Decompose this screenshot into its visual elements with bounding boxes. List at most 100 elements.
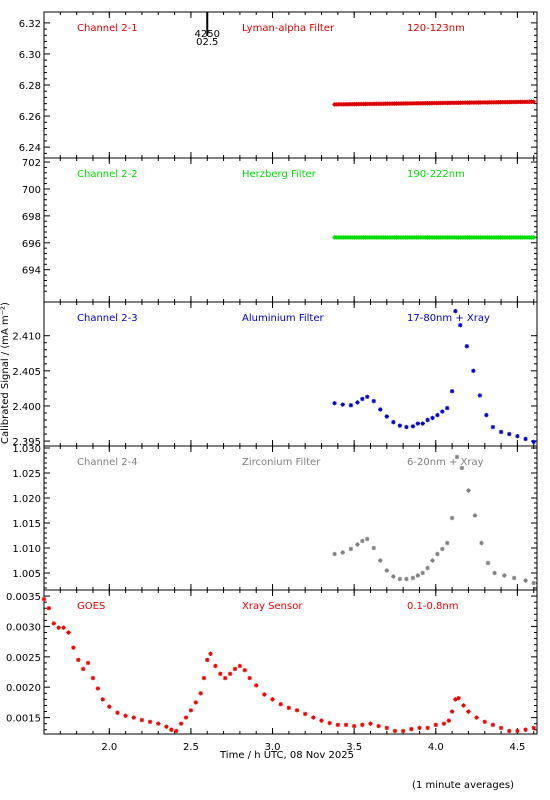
panel-label: Lyman-alpha Filter [242,23,335,34]
data-point [345,102,351,107]
data-point [254,683,259,688]
data-point [80,666,86,672]
data-point [434,235,439,240]
data-point [188,708,194,713]
data-point [350,101,355,107]
data-point [423,101,428,106]
data-point [507,99,512,105]
data-point [420,570,425,576]
data-point [361,235,366,240]
data-point [354,235,359,240]
data-point [378,558,383,563]
data-point [482,100,488,105]
data-point [425,725,430,731]
data-point [443,235,448,240]
data-point [516,99,521,105]
data-point [515,433,520,439]
data-point [504,235,510,240]
data-point [500,235,505,240]
y-tick-label: 0.0030 [6,622,41,633]
data-point [355,400,360,405]
data-point [523,578,528,583]
data-point [498,235,503,240]
x-tick-label: 3.5 [346,742,362,753]
data-point [531,580,536,586]
data-point [341,235,346,240]
data-point [415,573,421,578]
data-point [409,101,415,106]
data-point [356,235,362,240]
y-tick-label: 2.395 [12,437,41,448]
data-point [356,101,362,107]
data-point [360,538,365,544]
panel-label: 120-123nm [407,23,465,34]
data-point [511,99,517,105]
data-point [374,101,379,107]
data-point [409,235,415,240]
data-point [460,235,466,240]
data-point [339,235,344,240]
data-point [465,100,470,105]
data-point [518,235,523,240]
data-point [407,235,413,240]
data-point [420,421,425,426]
data-point [456,695,461,701]
data-point [332,400,337,406]
data-point [341,102,346,107]
data-point [482,235,488,240]
y-tick-label: 2.405 [12,367,41,378]
data-point [524,235,530,240]
y-tick-label: 698 [22,212,41,223]
data-point [247,675,252,681]
data-point [420,101,426,106]
data-point [480,100,486,105]
data-point [107,704,112,709]
data-point [294,708,300,713]
data-point [458,235,463,240]
data-point [385,101,390,106]
data-point [389,101,395,106]
data-point [378,101,384,106]
data-point [358,101,364,107]
y-tick-label: 6.26 [19,112,41,123]
data-point [430,415,435,421]
data-point [418,235,424,240]
data-point [467,235,472,240]
data-point [454,235,459,240]
data-point [496,100,501,105]
data-point [115,710,120,715]
data-point [445,405,450,411]
data-point [332,235,337,240]
data-point [368,721,373,726]
data-point [454,100,459,106]
data-point [412,101,417,106]
data-point [85,660,91,666]
data-point [435,412,440,418]
data-point [412,235,417,240]
data-point [474,100,479,105]
data-point [61,625,66,630]
panel-label: Herzberg Filter [242,169,317,180]
panel-label: 6-20nm + Xray [407,457,484,468]
y-tick-label: 0.0025 [6,653,41,664]
data-point [436,100,441,106]
data-point [482,719,487,725]
data-point [360,722,365,728]
data-point [384,725,390,731]
data-point [527,235,532,240]
data-point [438,235,443,240]
data-point [340,550,345,555]
y-tick-label: 1.020 [12,494,41,505]
data-point [478,235,483,240]
data-point [435,551,440,557]
data-point [339,102,344,107]
data-point [352,235,357,240]
data-point [343,102,348,107]
panel-label: Channel 2-4 [77,457,138,468]
data-point [90,675,96,681]
data-point [348,403,354,408]
panel-label: Channel 2-1 [77,23,138,34]
data-point [507,728,512,734]
data-point [398,101,404,106]
data-point [392,728,398,734]
